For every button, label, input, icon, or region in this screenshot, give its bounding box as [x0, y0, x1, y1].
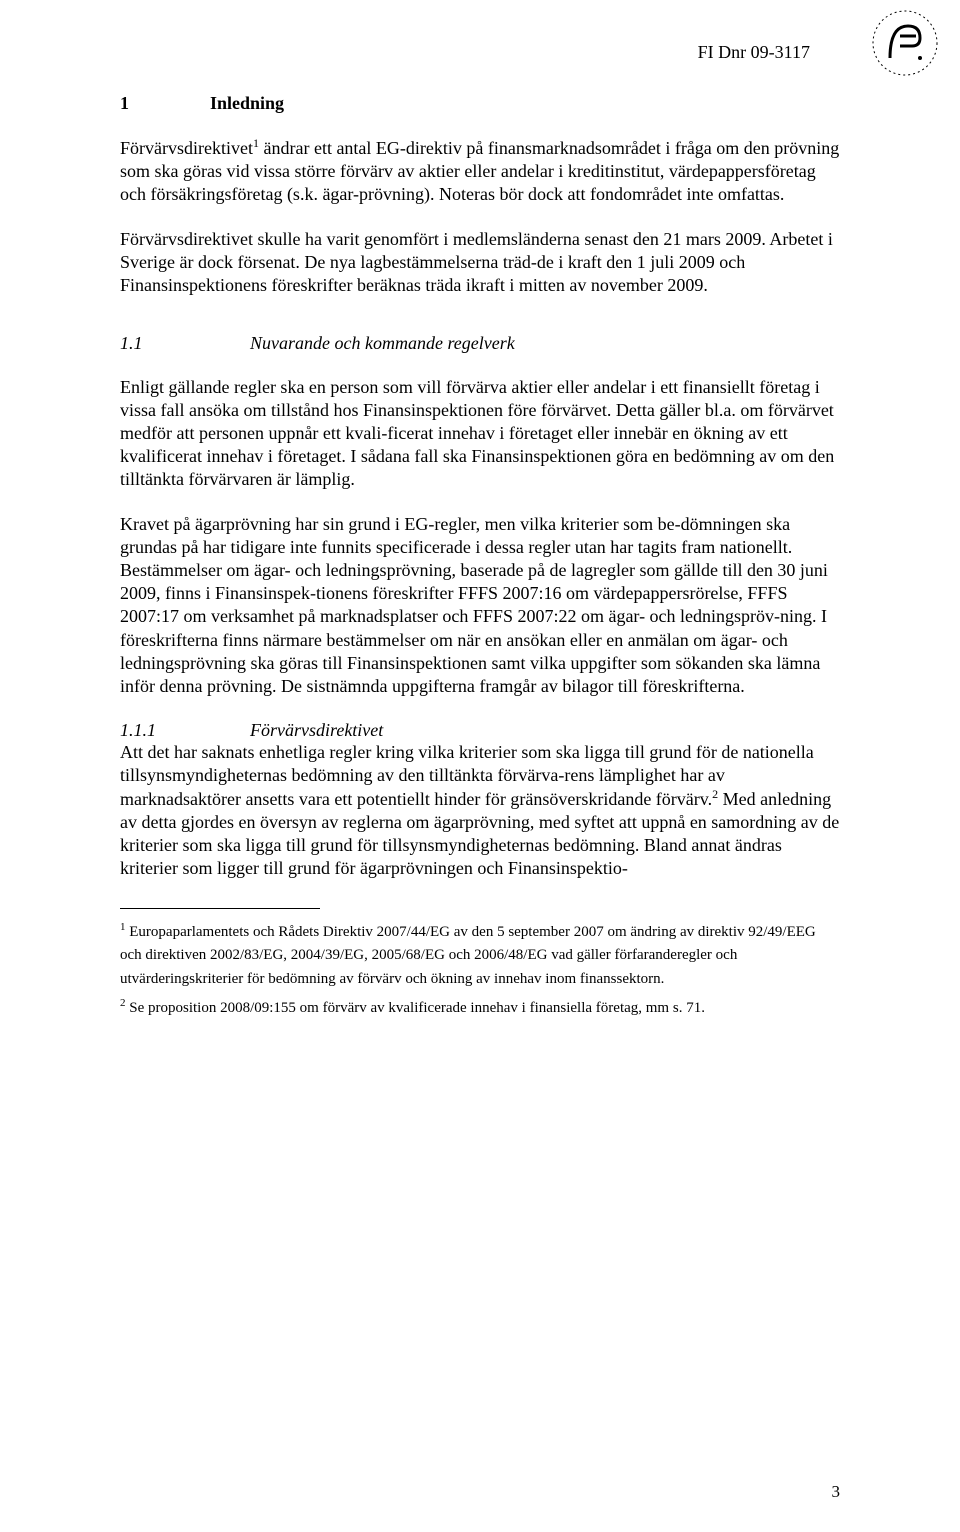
section-1-para-2: Förvärvsdirektivet skulle ha varit genom…: [120, 228, 840, 297]
section-1-1-number: 1.1: [120, 333, 250, 354]
footnote-2: 2 Se proposition 2008/09:155 om förvärv …: [120, 995, 840, 1021]
section-1-1-title: Nuvarande och kommande regelverk: [250, 333, 515, 353]
logo-icon: [870, 8, 940, 78]
page-number: 3: [832, 1482, 841, 1502]
document-page: FI Dnr 09-3117 1Inledning Förvärvsdirekt…: [0, 0, 960, 1074]
section-1-para-1: Förvärvsdirektivet1 ändrar ett antal EG-…: [120, 136, 840, 206]
section-1-1-1-number: 1.1.1: [120, 720, 250, 741]
footnote-divider: [120, 908, 320, 909]
section-1-1-para-1: Enligt gällande regler ska en person som…: [120, 376, 840, 491]
footnote-2-text: Se proposition 2008/09:155 om förvärv av…: [126, 1000, 705, 1016]
section-1-heading: 1Inledning: [120, 93, 840, 114]
para111-text-a: Att det har saknats enhetliga regler kri…: [120, 742, 814, 809]
section-1-1-1-para-1: Att det har saknats enhetliga regler kri…: [120, 741, 840, 880]
section-1-1-1-title: Förvärvsdirektivet: [250, 720, 383, 740]
header-reference: FI Dnr 09-3117: [120, 42, 840, 63]
section-1-1-1-heading: 1.1.1Förvärvsdirektivet: [120, 720, 840, 741]
section-1-1-para-2: Kravet på ägarprövning har sin grund i E…: [120, 513, 840, 697]
footnote-1-text: Europaparlamentets och Rådets Direktiv 2…: [120, 924, 816, 987]
footnote-1: 1 Europaparlamentets och Rådets Direktiv…: [120, 919, 840, 992]
para1-text-a: Förvärvsdirektivet: [120, 138, 253, 158]
finansinspektionen-logo: [870, 8, 940, 78]
section-1-1-heading: 1.1Nuvarande och kommande regelverk: [120, 333, 840, 354]
section-1-number: 1: [120, 93, 210, 114]
section-1-title: Inledning: [210, 93, 284, 113]
